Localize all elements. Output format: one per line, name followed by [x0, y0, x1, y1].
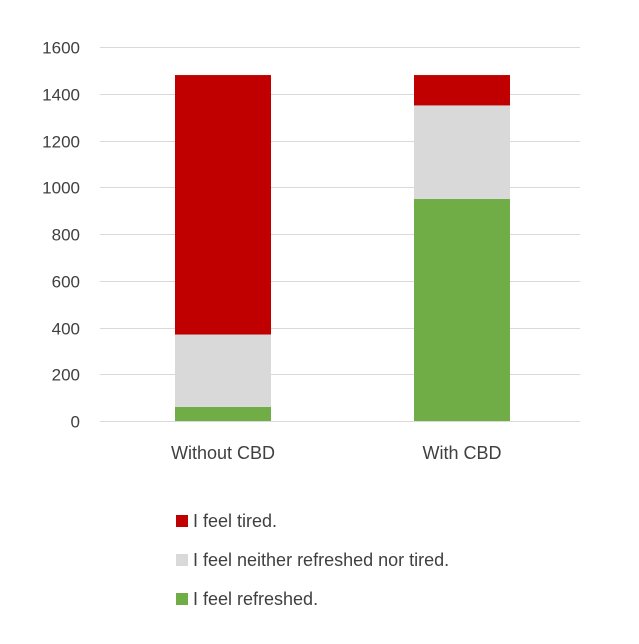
y-tick-label: 1400	[42, 86, 80, 105]
bar-segment-1-3	[175, 75, 271, 335]
y-tick-label: 400	[52, 320, 80, 339]
y-tick-label: 600	[52, 273, 80, 292]
y-tick-label: 1200	[42, 133, 80, 152]
y-axis-ticks: 0 200 400 600 800 1000 1200 1400 1600	[42, 39, 80, 432]
y-tick-label: 200	[52, 366, 80, 385]
y-tick-label: 1000	[42, 179, 80, 198]
x-category-label: Without CBD	[171, 443, 275, 463]
y-tick-label: 0	[71, 413, 80, 432]
y-tick-label: 800	[52, 226, 80, 245]
x-category-label: With CBD	[422, 443, 501, 463]
legend-swatch	[176, 593, 188, 605]
bar-segment-2-2	[414, 105, 510, 199]
bar-segment-2-3	[414, 75, 510, 106]
legend-swatch	[176, 554, 188, 566]
legend: I feel tired. I feel neither refreshed no…	[176, 511, 449, 609]
legend-swatch	[176, 515, 188, 527]
legend-label: I feel neither refreshed nor tired.	[193, 550, 449, 570]
bar-segment-1-1	[175, 406, 271, 421]
bars	[175, 75, 510, 421]
bar-segment-1-2	[175, 334, 271, 407]
y-tick-label: 1600	[42, 39, 80, 58]
bar-segment-2-1	[414, 198, 510, 421]
legend-label: I feel tired.	[193, 511, 277, 531]
legend-label: I feel refreshed.	[193, 589, 318, 609]
x-axis-categories: Without CBD With CBD	[171, 443, 502, 463]
